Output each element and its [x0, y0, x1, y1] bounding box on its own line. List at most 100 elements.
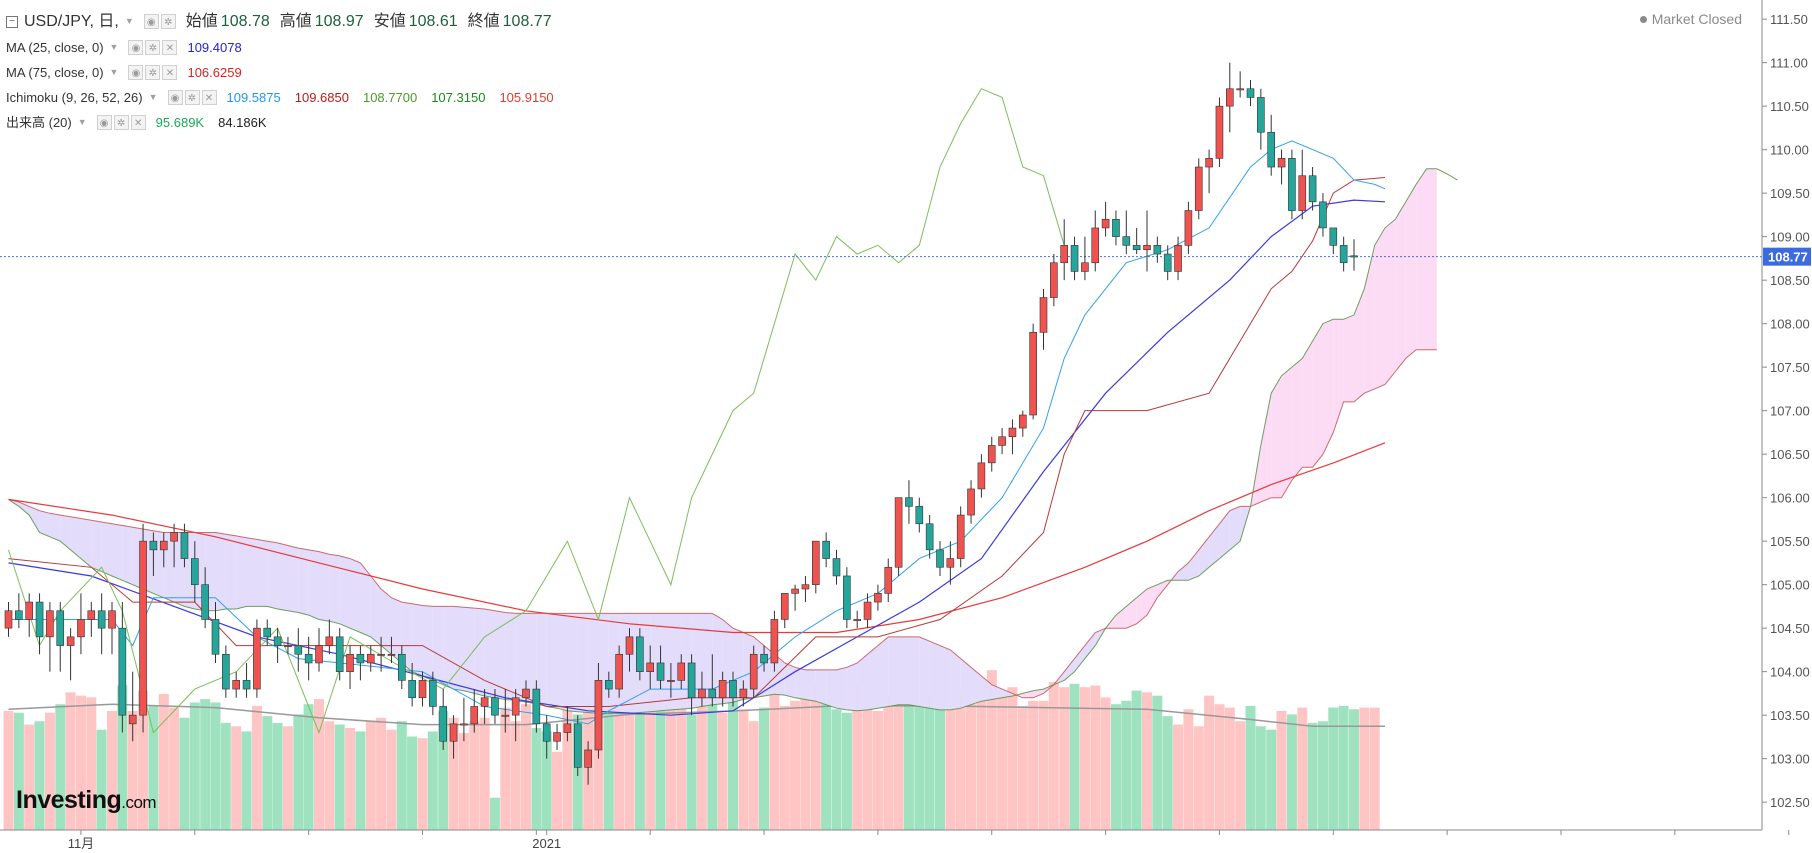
volume-bar: [76, 695, 86, 830]
candle: [729, 671, 737, 707]
close-icon[interactable]: ✕: [201, 90, 217, 105]
indicator-name[interactable]: Ichimoku (9, 26, 52, 26): [6, 90, 143, 105]
low-value: 108.61: [408, 13, 458, 30]
gear-icon[interactable]: ✲: [113, 115, 129, 130]
close-icon[interactable]: ✕: [162, 65, 178, 80]
candle: [97, 593, 106, 655]
candle-body: [66, 636, 75, 646]
chevron-down-icon[interactable]: ▼: [77, 117, 87, 127]
candle: [594, 662, 603, 759]
volume-bar: [893, 687, 904, 830]
cloud-segment: [1126, 597, 1137, 629]
candle: [667, 662, 675, 698]
eye-icon[interactable]: ◉: [143, 14, 159, 29]
cloud-segment: [60, 515, 71, 550]
candle: [397, 645, 406, 690]
candle: [853, 610, 862, 629]
chevron-down-icon[interactable]: ▼: [124, 16, 134, 26]
indicator-name[interactable]: 出来高 (20): [6, 115, 72, 130]
volume-bar: [1328, 707, 1339, 830]
candle-body: [925, 523, 934, 551]
volume-bar: [1090, 685, 1101, 830]
candle: [925, 515, 934, 559]
cloud-segment: [888, 636, 899, 707]
symbol-label[interactable]: USD/JPY, 日,: [24, 13, 119, 30]
cloud-segment: [422, 605, 433, 681]
cloud-segment: [80, 518, 92, 568]
candle: [325, 619, 334, 655]
volume-bar: [676, 687, 687, 830]
candle: [222, 645, 230, 698]
candle-body: [677, 662, 686, 681]
cloud-segment: [1312, 323, 1323, 468]
gear-icon[interactable]: ✲: [145, 40, 161, 55]
candle-body: [511, 697, 520, 716]
cloud-segment: [350, 558, 361, 633]
cloud-segment: [1157, 580, 1168, 598]
candle: [304, 636, 313, 681]
candle: [749, 645, 758, 698]
candle-body: [159, 540, 168, 551]
candle-body: [460, 723, 468, 726]
volume-bar: [531, 728, 542, 830]
open-value: 108.78: [220, 13, 270, 30]
cloud-segment: [867, 645, 878, 710]
volume-bar: [1111, 704, 1121, 830]
chevron-down-icon[interactable]: ▼: [109, 67, 119, 77]
candle-body: [687, 662, 696, 699]
candle: [1298, 149, 1307, 220]
close-icon[interactable]: ✕: [130, 115, 146, 130]
cloud-segment: [1333, 319, 1344, 433]
gear-icon[interactable]: ✲: [160, 14, 176, 29]
candle-body: [832, 558, 841, 577]
volume-bar: [314, 699, 324, 830]
cloud-segment: [546, 613, 558, 709]
candle: [387, 636, 396, 663]
volume-bar: [1069, 683, 1080, 830]
indicator-name[interactable]: MA (75, close, 0): [6, 65, 104, 80]
candle: [491, 689, 499, 724]
candle: [35, 593, 44, 655]
gear-icon[interactable]: ✲: [145, 65, 161, 80]
chevron-down-icon[interactable]: ▼: [148, 92, 158, 102]
candle: [480, 689, 489, 724]
volume-bar: [614, 688, 625, 830]
candle-body: [253, 627, 261, 690]
volume-bar: [1297, 707, 1308, 830]
candle: [449, 715, 458, 759]
volume-bar: [324, 721, 335, 830]
candle-body: [584, 749, 592, 768]
cloud-segment: [1074, 645, 1085, 672]
gear-icon[interactable]: ✲: [184, 90, 200, 105]
volume-bar: [562, 705, 573, 830]
volume-bar: [241, 731, 252, 830]
indicator-tools: ◉ ✲ ✕: [96, 115, 146, 130]
candle-body: [729, 680, 737, 699]
close-icon[interactable]: ✕: [162, 40, 178, 55]
candle-body: [108, 610, 116, 629]
candle-body: [573, 723, 582, 768]
chevron-down-icon[interactable]: ▼: [109, 42, 119, 52]
collapse-icon[interactable]: −: [6, 15, 18, 28]
cloud-segment: [1291, 358, 1303, 481]
eye-icon[interactable]: ◉: [167, 90, 183, 105]
eye-icon[interactable]: ◉: [96, 115, 112, 130]
candle: [439, 689, 448, 750]
candle-body: [1143, 245, 1151, 250]
eye-icon[interactable]: ◉: [128, 65, 144, 80]
candle: [470, 689, 479, 733]
candle-body: [97, 610, 106, 629]
volume-bar: [593, 692, 604, 830]
cloud-segment: [432, 606, 444, 685]
candle: [1060, 219, 1068, 281]
candle-body: [232, 680, 240, 690]
cloud-segment: [971, 667, 982, 705]
indicator-name[interactable]: MA (25, close, 0): [6, 40, 104, 55]
candle-body: [366, 653, 375, 664]
candle-body: [625, 636, 634, 655]
eye-icon[interactable]: ◉: [128, 40, 144, 55]
candle-body: [139, 540, 147, 716]
candle-body: [273, 636, 282, 646]
candle: [811, 540, 820, 594]
